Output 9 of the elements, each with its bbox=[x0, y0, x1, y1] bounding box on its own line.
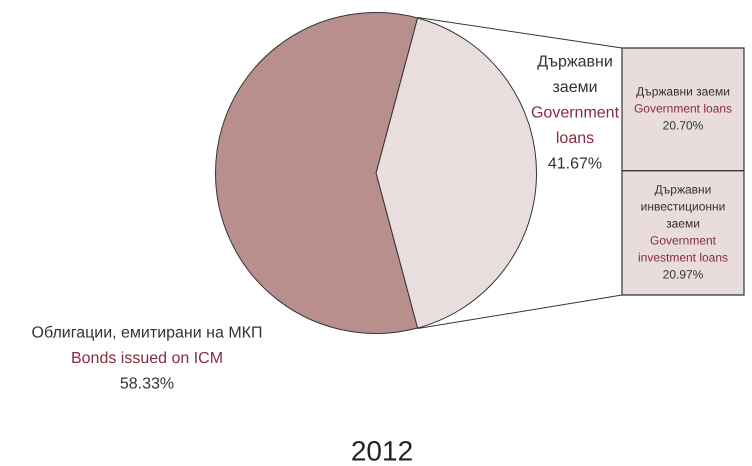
series-label: Държавни инвестиционни заеми Government investment loans bbox=[638, 182, 728, 265]
text: 2012 bbox=[350, 436, 414, 466]
data-label: 20.97% bbox=[662, 268, 704, 282]
data-label: 20.70% bbox=[662, 118, 704, 133]
series-label: Държавни заеми Government loans bbox=[634, 84, 732, 116]
data-label: 41.67% bbox=[548, 155, 602, 172]
slice-label: Облигации, емитирани на МКП Bonds issued on ICM bbox=[32, 324, 262, 367]
slice-label: Държавни заеми Government loans bbox=[530, 53, 620, 147]
data-label: 58.33% bbox=[120, 375, 174, 392]
